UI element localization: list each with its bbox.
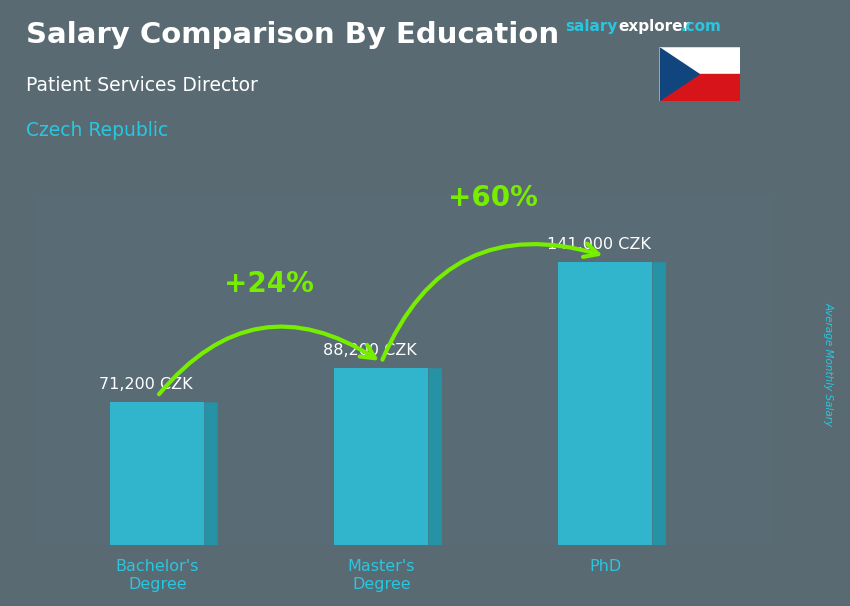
Text: 71,200 CZK: 71,200 CZK [99,378,193,392]
Text: Czech Republic: Czech Republic [26,121,167,140]
Text: Patient Services Director: Patient Services Director [26,76,258,95]
Text: Salary Comparison By Education: Salary Comparison By Education [26,21,558,49]
Polygon shape [428,368,442,545]
FancyBboxPatch shape [558,262,653,545]
FancyBboxPatch shape [334,368,428,545]
Text: 141,000 CZK: 141,000 CZK [547,237,651,252]
Polygon shape [659,47,699,101]
Text: 88,200 CZK: 88,200 CZK [323,343,416,358]
Text: +24%: +24% [224,270,314,298]
Text: Average Monthly Salary: Average Monthly Salary [824,302,834,425]
Text: +60%: +60% [449,184,538,212]
Text: salary: salary [565,19,618,35]
Polygon shape [653,262,666,545]
Text: .com: .com [680,19,721,35]
Text: explorer: explorer [618,19,690,35]
Polygon shape [204,402,218,545]
FancyBboxPatch shape [110,402,204,545]
Bar [659,47,740,75]
Bar [659,75,740,101]
